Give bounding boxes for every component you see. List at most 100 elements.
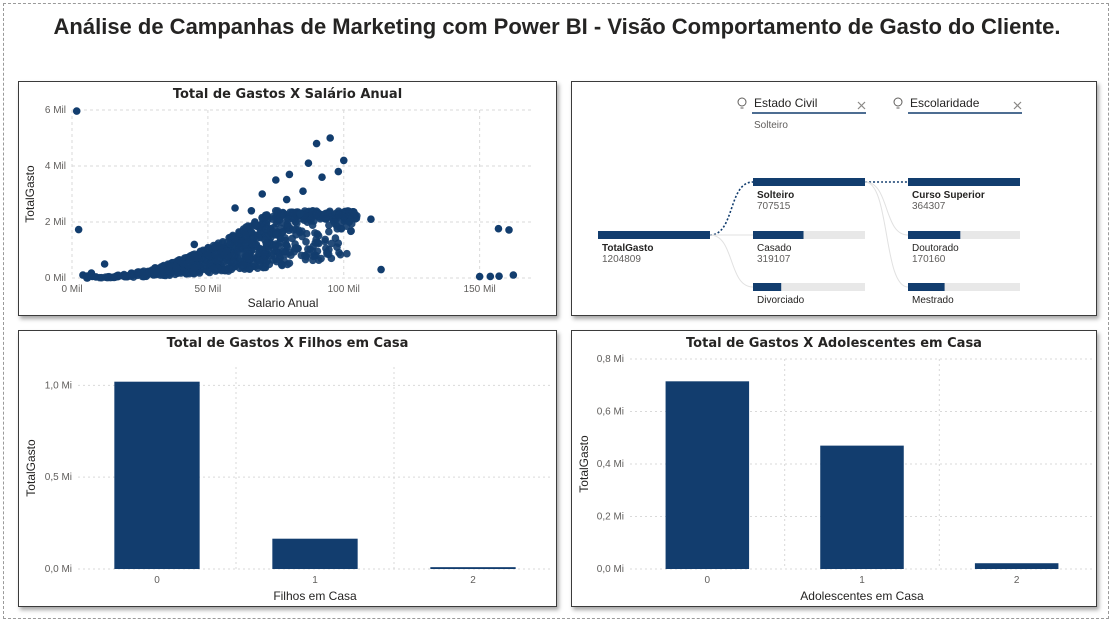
tree-level1-bar[interactable] bbox=[753, 231, 804, 239]
scatter-point[interactable] bbox=[326, 134, 334, 142]
scatter-point[interactable] bbox=[336, 250, 345, 259]
scatter-point[interactable] bbox=[339, 156, 348, 165]
scatter-point[interactable] bbox=[247, 207, 256, 215]
scatter-point[interactable] bbox=[346, 227, 355, 236]
scatter-point[interactable] bbox=[289, 209, 298, 217]
scatter-point[interactable] bbox=[92, 273, 100, 281]
tree-level1-bar[interactable] bbox=[753, 178, 865, 186]
scatter-point[interactable] bbox=[317, 254, 325, 263]
scatter-point[interactable] bbox=[343, 249, 351, 258]
scatter-point[interactable] bbox=[100, 260, 109, 268]
scatter-point[interactable] bbox=[258, 213, 266, 222]
scatter-point[interactable] bbox=[229, 258, 238, 267]
scatter-point[interactable] bbox=[272, 230, 281, 239]
scatter-point[interactable] bbox=[242, 223, 250, 232]
scatter-point[interactable] bbox=[311, 239, 320, 247]
scatter-point[interactable] bbox=[278, 228, 287, 237]
scatter-point[interactable] bbox=[245, 265, 254, 273]
scatter-point[interactable] bbox=[172, 264, 181, 272]
scatter-point[interactable] bbox=[505, 226, 513, 234]
scatter-point[interactable] bbox=[270, 223, 278, 232]
adolescentes-chart[interactable]: 0,0 Mi 0,2 Mi 0,4 Mi 0,6 Mi 0,8 Mi 0 1 2 Adolesc… bbox=[572, 331, 1096, 606]
scatter-point[interactable] bbox=[495, 272, 503, 280]
scatter-point[interactable] bbox=[272, 176, 280, 184]
scatter-point[interactable] bbox=[209, 264, 218, 273]
tree-level1-bar[interactable] bbox=[753, 283, 782, 291]
scatter-point[interactable] bbox=[276, 212, 284, 220]
scatter-point[interactable] bbox=[296, 209, 305, 218]
adolescentes-bar[interactable] bbox=[820, 445, 904, 569]
scatter-point[interactable] bbox=[494, 224, 503, 233]
close-icon[interactable] bbox=[857, 101, 866, 110]
scatter-point[interactable] bbox=[223, 257, 231, 265]
scatter-point[interactable] bbox=[231, 204, 239, 212]
scatter-point[interactable] bbox=[302, 238, 310, 246]
scatter-point[interactable] bbox=[130, 270, 139, 278]
scatter-point[interactable] bbox=[242, 231, 250, 240]
filhos-bar[interactable] bbox=[114, 381, 200, 569]
scatter-point[interactable] bbox=[321, 237, 329, 246]
scatter-point[interactable] bbox=[236, 254, 245, 263]
scatter-point[interactable] bbox=[285, 170, 294, 179]
scatter-point[interactable] bbox=[222, 247, 231, 255]
scatter-point[interactable] bbox=[74, 225, 83, 234]
scatter-point[interactable] bbox=[367, 215, 375, 223]
scatter-point[interactable] bbox=[214, 254, 223, 263]
scatter-point[interactable] bbox=[262, 239, 271, 248]
scatter-point[interactable] bbox=[101, 273, 110, 282]
scatter-point[interactable] bbox=[159, 265, 167, 274]
decomposition-tree[interactable]: Estado Civil Solteiro Escolaridade TotalGas… bbox=[572, 82, 1096, 315]
scatter-point[interactable] bbox=[201, 261, 210, 269]
tree-level2-bar[interactable] bbox=[908, 231, 961, 239]
scatter-point[interactable] bbox=[265, 260, 274, 269]
scatter-point[interactable] bbox=[148, 266, 156, 275]
scatter-point[interactable] bbox=[333, 243, 341, 252]
scatter-point[interactable] bbox=[190, 264, 199, 272]
scatter-point[interactable] bbox=[110, 273, 118, 282]
scatter-point[interactable] bbox=[335, 210, 344, 219]
scatter-point[interactable] bbox=[268, 215, 277, 223]
scatter-point[interactable] bbox=[191, 253, 199, 262]
scatter-point[interactable] bbox=[299, 187, 307, 195]
adolescentes-bar[interactable] bbox=[974, 563, 1059, 569]
scatter-point[interactable] bbox=[118, 271, 127, 280]
scatter-point[interactable] bbox=[252, 220, 260, 229]
scatter-point[interactable] bbox=[309, 256, 317, 265]
tree-filter-label[interactable]: Estado Civil bbox=[754, 96, 817, 110]
scatter-point[interactable] bbox=[239, 260, 248, 269]
scatter-point[interactable] bbox=[313, 230, 322, 238]
scatter-point[interactable] bbox=[290, 215, 299, 223]
scatter-point[interactable] bbox=[214, 239, 223, 247]
scatter-point[interactable] bbox=[190, 240, 199, 249]
adolescentes-visual[interactable]: Total de Gastos X Adolescentes em Casa 0… bbox=[571, 330, 1097, 607]
adolescentes-bar[interactable] bbox=[665, 381, 750, 569]
scatter-point[interactable] bbox=[350, 209, 359, 218]
scatter-point[interactable] bbox=[278, 260, 286, 269]
scatter-point[interactable] bbox=[72, 107, 81, 115]
scatter-point[interactable] bbox=[377, 265, 385, 274]
scatter-visual[interactable]: Total de Gastos X Salário Anual 0 Mil 2 M… bbox=[18, 81, 557, 316]
scatter-point[interactable] bbox=[331, 234, 340, 242]
scatter-point[interactable] bbox=[318, 173, 326, 181]
scatter-point[interactable] bbox=[241, 241, 249, 249]
scatter-point[interactable] bbox=[308, 247, 317, 256]
scatter-point[interactable] bbox=[304, 159, 313, 167]
scatter-point[interactable] bbox=[292, 230, 300, 239]
scatter-point[interactable] bbox=[275, 242, 284, 251]
scatter-point[interactable] bbox=[475, 272, 484, 281]
scatter-point[interactable] bbox=[204, 251, 212, 259]
scatter-point[interactable] bbox=[345, 218, 354, 226]
scatter-point[interactable] bbox=[312, 139, 321, 148]
scatter-point[interactable] bbox=[236, 247, 245, 256]
decomposition-tree-visual[interactable]: Estado Civil Solteiro Escolaridade TotalGas… bbox=[571, 81, 1097, 316]
filhos-bar[interactable] bbox=[430, 567, 516, 569]
scatter-point[interactable] bbox=[255, 257, 264, 265]
tree-level2-bar[interactable] bbox=[908, 178, 1020, 186]
scatter-chart[interactable]: 0 Mil 2 Mil 4 Mil 6 Mil 0 Mil 50 Mil 100 Mil 15… bbox=[19, 82, 556, 315]
scatter-point[interactable] bbox=[312, 210, 321, 219]
close-icon[interactable] bbox=[1013, 101, 1022, 110]
tree-level2-bar[interactable] bbox=[908, 283, 945, 291]
scatter-point[interactable] bbox=[300, 251, 309, 260]
tree-filter-label[interactable]: Escolaridade bbox=[910, 96, 980, 110]
